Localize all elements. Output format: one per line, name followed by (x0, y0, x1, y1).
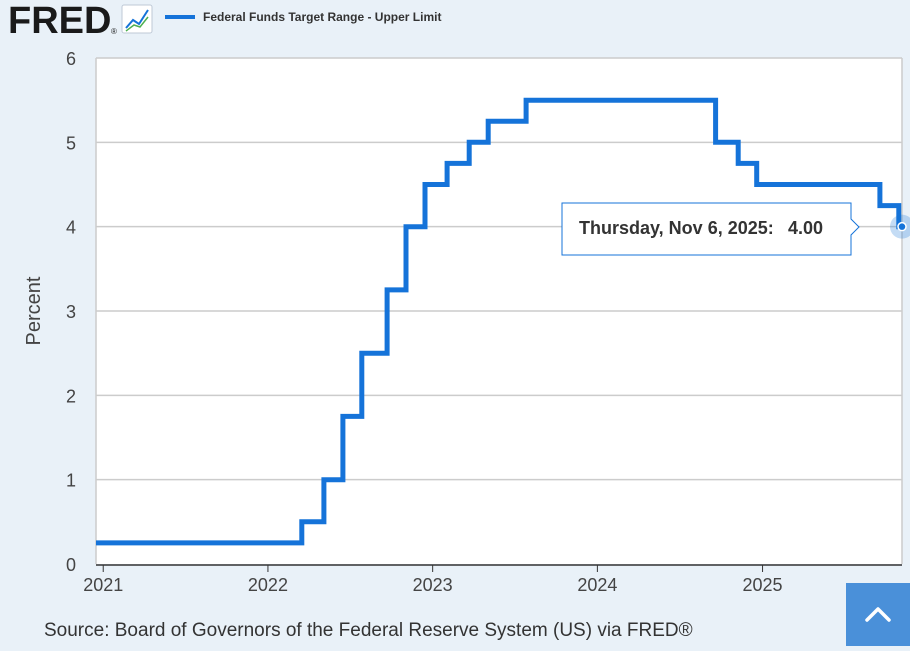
source-note: Source: Board of Governors of the Federa… (44, 620, 693, 641)
chevron-up-icon (865, 607, 891, 622)
legend-series-label: Federal Funds Target Range - Upper Limit (203, 10, 441, 24)
fred-logo-text: FRED (8, 0, 111, 42)
series-line[interactable] (96, 97, 902, 546)
x-tick-label: 2021 (83, 575, 123, 595)
fred-logo[interactable]: FRED ® (8, 0, 117, 42)
line-chart-icon (121, 4, 153, 34)
y-axis-label: Percent (23, 276, 45, 345)
scroll-to-top-button[interactable] (846, 583, 910, 646)
hover-marker (890, 214, 910, 239)
fred-logo-registered: ® (111, 27, 117, 36)
legend[interactable]: Federal Funds Target Range - Upper Limit (165, 10, 441, 24)
x-tick-label: 2023 (413, 575, 453, 595)
x-tick-label: 2025 (743, 575, 783, 595)
y-tick-label: 2 (66, 386, 76, 406)
tooltip: Thursday, Nov 6, 2025: 4.00 (561, 202, 860, 256)
x-tick-label: 2024 (577, 575, 617, 595)
grid-lines (95, 57, 903, 564)
y-tick-label: 4 (66, 218, 76, 238)
y-tick-label: 5 (66, 133, 76, 153)
data-point[interactable] (897, 221, 907, 232)
x-axis: 2021 2022 2023 2024 2025 (83, 564, 902, 595)
tooltip-box (561, 202, 860, 256)
y-tick-label: 6 (66, 49, 76, 69)
y-tick-label: 3 (66, 302, 76, 322)
x-tick-label: 2022 (248, 575, 288, 595)
tooltip-date: Thursday, Nov 6, 2025: (579, 218, 774, 238)
y-tick-label: 1 (66, 471, 76, 491)
y-axis: 0 1 2 3 4 5 6 (66, 49, 76, 575)
tooltip-value: 4.00 (788, 218, 823, 238)
series-layer[interactable] (96, 97, 902, 546)
y-tick-label: 0 (66, 555, 76, 575)
